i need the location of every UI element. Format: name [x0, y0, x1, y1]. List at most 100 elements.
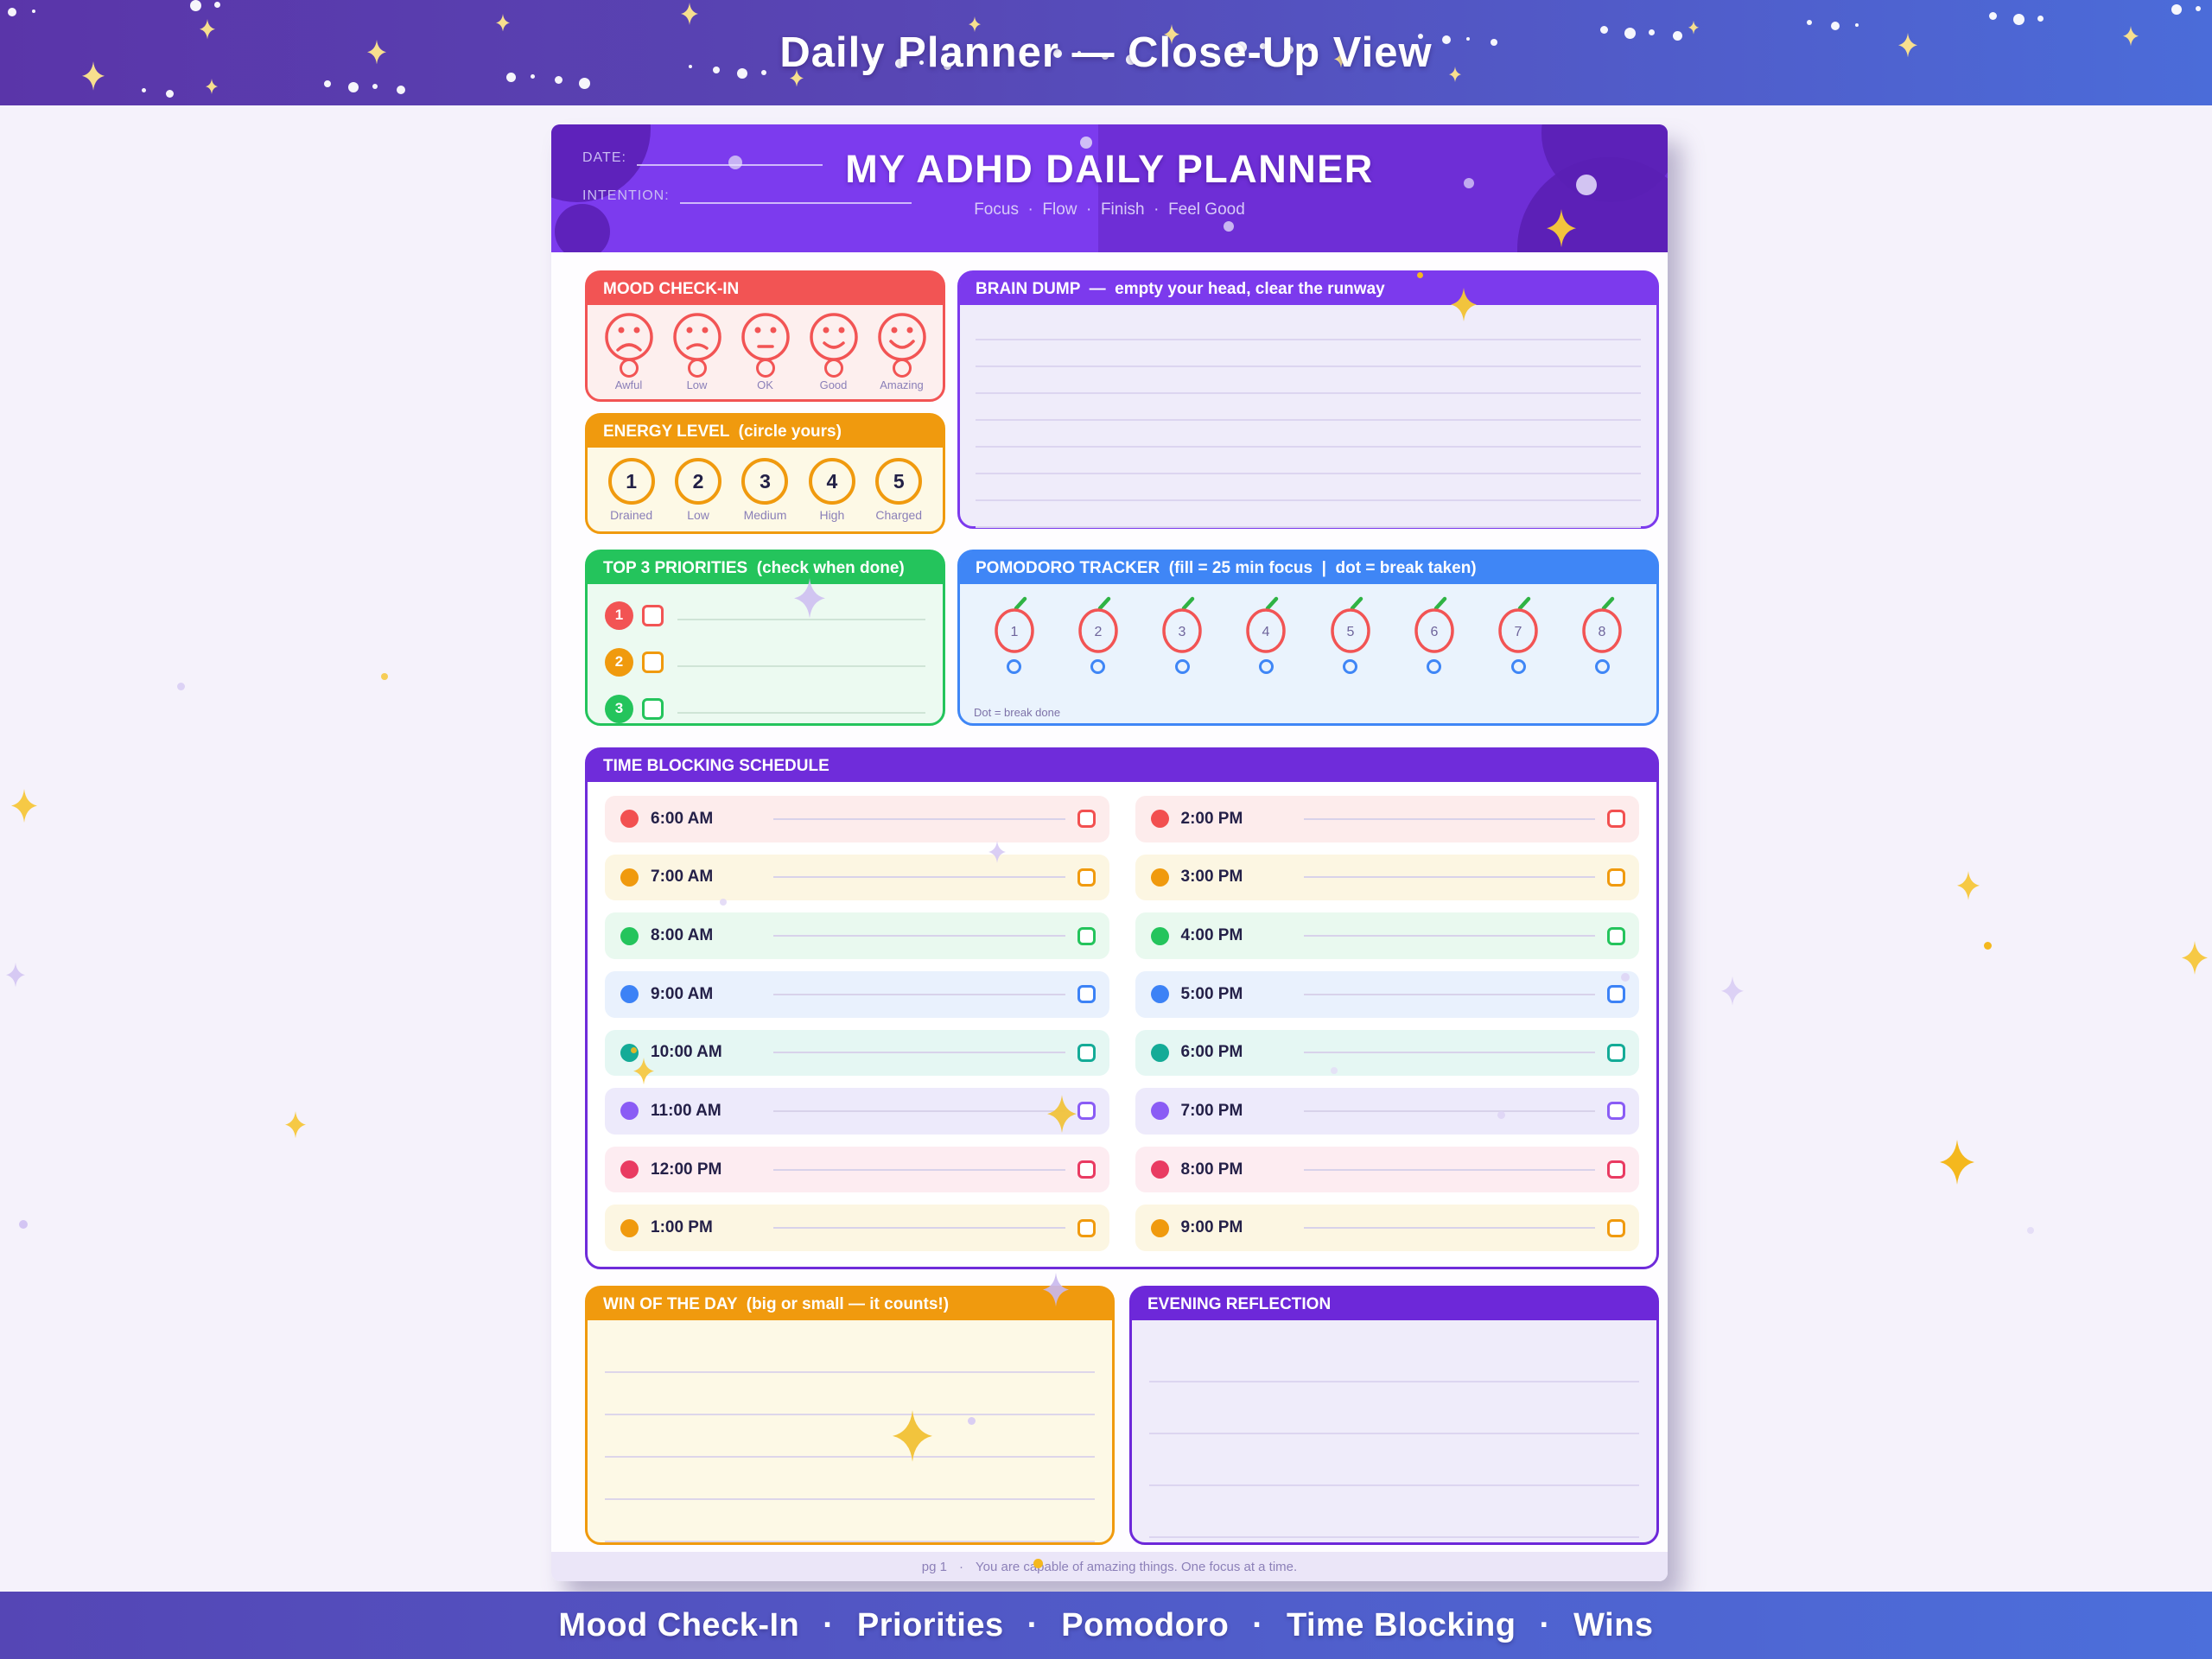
mood-option-ok[interactable]: OK — [734, 312, 798, 391]
date-input-line[interactable] — [636, 150, 823, 166]
pomodoro-7[interactable]: 7 — [1485, 594, 1551, 674]
mood-select-circle[interactable] — [687, 359, 707, 378]
ruled-line — [605, 1331, 1095, 1373]
star-dot-icon — [1491, 39, 1497, 46]
break-circle-5[interactable] — [1343, 659, 1358, 674]
priority-checkbox-3[interactable] — [642, 697, 664, 720]
reflection-writing-area[interactable] — [1132, 1320, 1656, 1538]
star-dot-icon — [1284, 45, 1294, 54]
energy-level-3[interactable]: 3 Medium — [741, 458, 789, 522]
mood-select-circle[interactable] — [823, 359, 843, 378]
schedule-input-line[interactable] — [773, 993, 1065, 995]
schedule-input-line[interactable] — [773, 817, 1065, 820]
schedule-input-line[interactable] — [1303, 876, 1595, 879]
nav-item-mood-check-in[interactable]: Mood Check-In — [558, 1606, 800, 1643]
pomodoro-2[interactable]: 2 — [1065, 594, 1131, 674]
schedule-checkbox[interactable] — [1607, 868, 1625, 887]
schedule-input-line[interactable] — [773, 1168, 1065, 1171]
star-dot-icon — [1077, 51, 1081, 54]
schedule-checkbox[interactable] — [1607, 1043, 1625, 1062]
intention-input-line[interactable] — [679, 188, 912, 204]
schedule-checkbox[interactable] — [1077, 926, 1096, 945]
schedule-input-line[interactable] — [1303, 817, 1595, 820]
mood-option-low[interactable]: Low — [665, 312, 729, 391]
energy-level-5[interactable]: 5 Charged — [875, 458, 923, 522]
priority-checkbox-2[interactable] — [642, 651, 664, 673]
break-circle-7[interactable] — [1510, 659, 1526, 674]
pomodoro-4[interactable]: 4 — [1233, 594, 1299, 674]
brain-dump-writing-area[interactable] — [960, 305, 1656, 528]
pomodoro-6[interactable]: 6 — [1402, 594, 1467, 674]
sparkle-icon — [6, 962, 25, 988]
break-circle-3[interactable] — [1174, 659, 1190, 674]
schedule-input-line[interactable] — [773, 935, 1065, 938]
priority-input-line[interactable] — [677, 712, 925, 714]
pomodoro-8[interactable]: 8 — [1569, 594, 1635, 674]
schedule-checkbox[interactable] — [1077, 868, 1096, 887]
star-dot-icon — [1126, 54, 1136, 65]
nav-item-time-blocking[interactable]: Time Blocking — [1286, 1606, 1516, 1643]
win-writing-area[interactable] — [588, 1320, 1112, 1542]
time-dot-icon — [1150, 1160, 1169, 1179]
mood-option-amazing[interactable]: Amazing — [870, 312, 934, 391]
ruled-line — [605, 1373, 1095, 1415]
schedule-input-line[interactable] — [773, 1052, 1065, 1054]
mood-select-circle[interactable] — [892, 359, 912, 378]
schedule-checkbox[interactable] — [1607, 1218, 1625, 1237]
schedule-checkbox[interactable] — [1077, 1160, 1096, 1179]
schedule-input-line[interactable] — [1303, 1168, 1595, 1171]
schedule-input-line[interactable] — [1303, 1227, 1595, 1230]
schedule-checkbox[interactable] — [1607, 810, 1625, 829]
nav-item-priorities[interactable]: Priorities — [856, 1606, 1004, 1643]
priority-input-line[interactable] — [677, 619, 925, 620]
schedule-checkbox[interactable] — [1077, 1102, 1096, 1121]
energy-level-1[interactable]: 1 Drained — [607, 458, 655, 522]
schedule-checkbox[interactable] — [1077, 810, 1096, 829]
schedule-input-line[interactable] — [773, 1227, 1065, 1230]
break-circle-8[interactable] — [1594, 659, 1610, 674]
schedule-checkbox[interactable] — [1607, 1160, 1625, 1179]
pomodoro-1[interactable]: 1 — [982, 594, 1047, 674]
energy-circle-3[interactable]: 3 — [741, 458, 789, 505]
date-label: DATE: — [582, 150, 626, 165]
schedule-checkbox[interactable] — [1607, 1102, 1625, 1121]
energy-circle-5[interactable]: 5 — [875, 458, 923, 505]
schedule-input-line[interactable] — [1303, 935, 1595, 938]
schedule-row: 4:00 PM — [1135, 912, 1639, 959]
priority-checkbox-1[interactable] — [642, 604, 664, 626]
mood-option-awful[interactable]: Awful — [597, 312, 661, 391]
energy-level-4[interactable]: 4 High — [808, 458, 855, 522]
schedule-input-line[interactable] — [1303, 993, 1595, 995]
energy-circle-4[interactable]: 4 — [808, 458, 855, 505]
time-label: 10:00 AM — [651, 1043, 722, 1062]
pomodoro-5[interactable]: 5 — [1318, 594, 1383, 674]
star-dot-icon — [1831, 22, 1840, 30]
energy-circle-1[interactable]: 1 — [607, 458, 655, 505]
schedule-checkbox[interactable] — [1077, 1218, 1096, 1237]
schedule-checkbox[interactable] — [1607, 985, 1625, 1004]
nav-item-pomodoro[interactable]: Pomodoro — [1061, 1606, 1230, 1643]
schedule-input-line[interactable] — [1303, 1109, 1595, 1112]
schedule-checkbox[interactable] — [1077, 1043, 1096, 1062]
mood-select-circle[interactable] — [619, 359, 639, 378]
mood-option-good[interactable]: Good — [802, 312, 866, 391]
energy-level-2[interactable]: 2 Low — [675, 458, 722, 522]
schedule-input-line[interactable] — [773, 876, 1065, 879]
break-circle-4[interactable] — [1258, 659, 1274, 674]
break-circle-6[interactable] — [1427, 659, 1442, 674]
energy-circle-2[interactable]: 2 — [675, 458, 722, 505]
schedule-checkbox[interactable] — [1077, 985, 1096, 1004]
energy-level-label: Charged — [875, 508, 923, 522]
pomodoro-3[interactable]: 3 — [1149, 594, 1215, 674]
mood-select-circle[interactable] — [755, 359, 775, 378]
priorities-section: TOP 3 PRIORITIES (check when done) 1 2 3 — [585, 550, 945, 726]
time-dot-icon — [620, 868, 639, 887]
priority-input-line[interactable] — [677, 665, 925, 667]
schedule-input-line[interactable] — [1303, 1052, 1595, 1054]
schedule-checkbox[interactable] — [1607, 926, 1625, 945]
schedule-input-line[interactable] — [773, 1109, 1065, 1112]
break-circle-2[interactable] — [1090, 659, 1106, 674]
break-circle-1[interactable] — [1007, 659, 1022, 674]
nav-item-wins[interactable]: Wins — [1573, 1606, 1654, 1643]
star-dot-icon — [713, 67, 720, 73]
